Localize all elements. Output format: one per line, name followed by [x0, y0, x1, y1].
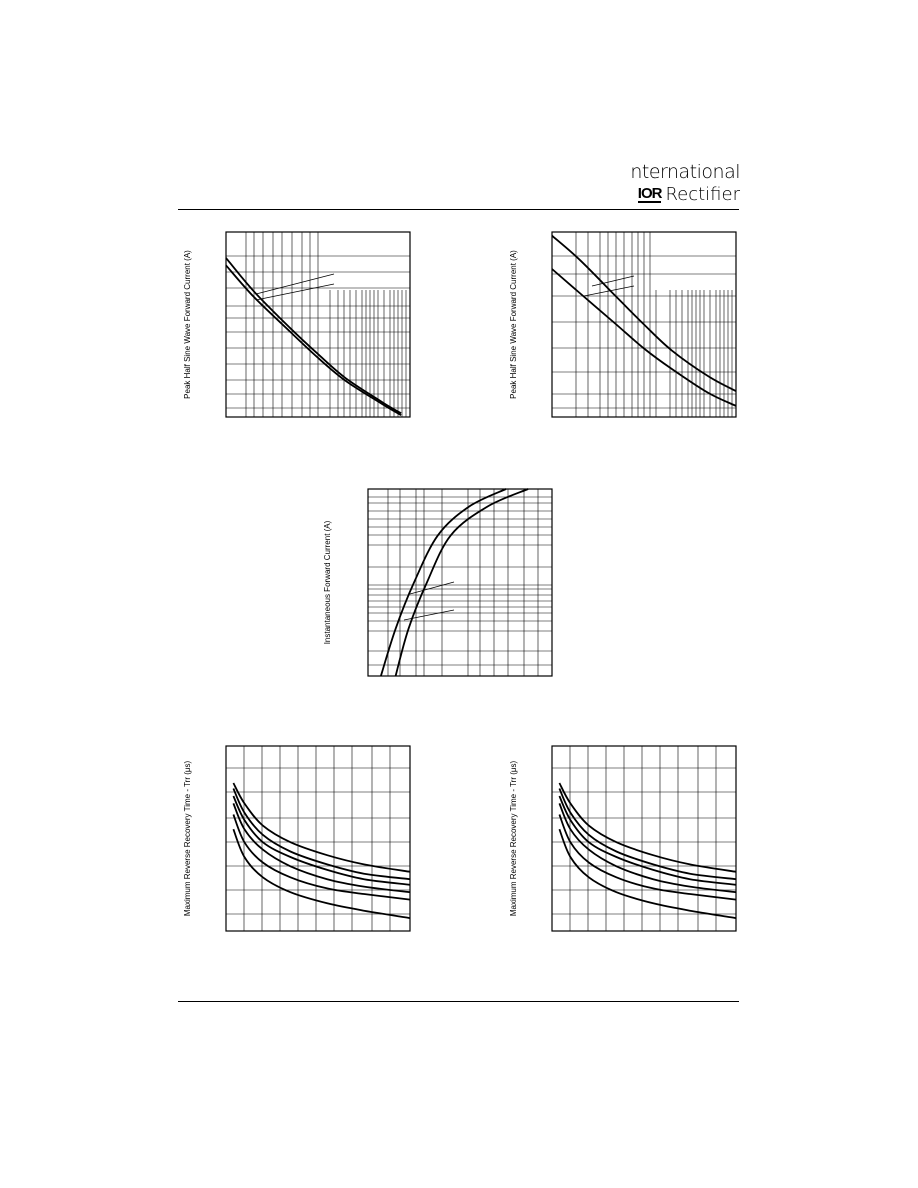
- annotation-leader: [409, 581, 455, 595]
- annotation-leader: [403, 609, 455, 621]
- series-line-1: [225, 257, 402, 415]
- plot-frame: [367, 488, 553, 677]
- series-line-3: [558, 795, 737, 886]
- annotation-leader: [255, 273, 335, 295]
- plot-frame: [225, 745, 411, 932]
- y-axis-label: Peak Half Sine Wave Forward Current (A): [509, 250, 518, 399]
- annotation-leader: [591, 275, 635, 287]
- footer-rule: [178, 1001, 739, 1002]
- chart-1: Peak Half Sine Wave Forward Current (A): [183, 231, 411, 418]
- series-line-1: [558, 782, 737, 873]
- brand-name-line2: Rectifier: [665, 184, 740, 205]
- series-line-2: [394, 488, 529, 677]
- series-line-1: [551, 235, 737, 392]
- annotation-leader: [255, 283, 335, 301]
- series-line-4: [558, 803, 737, 894]
- series-line-5: [558, 814, 737, 901]
- brand-logo: nternational IOR Rectifier: [630, 160, 740, 206]
- series-line-2: [551, 268, 737, 407]
- chart-5: Maximum Reverse Recovery Time - Trr (μs): [509, 745, 737, 932]
- ior-logo-mark: IOR: [637, 185, 662, 203]
- series-line-1: [380, 488, 507, 677]
- series-line-5: [232, 814, 411, 901]
- series-line-1: [232, 782, 411, 873]
- series-line-2: [225, 264, 402, 416]
- y-axis-label: Instantaneous Forward Current (A): [323, 520, 332, 644]
- series-line-2: [558, 788, 737, 881]
- series-line-4: [232, 803, 411, 894]
- series-line-6: [232, 828, 411, 919]
- y-axis-label: Maximum Reverse Recovery Time - Trr (μs): [183, 761, 192, 917]
- y-axis-label: Maximum Reverse Recovery Time - Trr (μs): [509, 761, 518, 917]
- chart-4: Maximum Reverse Recovery Time - Trr (μs): [183, 745, 411, 932]
- series-line-3: [232, 795, 411, 886]
- y-axis-label: Peak Half Sine Wave Forward Current (A): [183, 250, 192, 399]
- series-line-2: [232, 788, 411, 881]
- header-rule: [178, 209, 739, 210]
- chart-3: Instantaneous Forward Current (A): [323, 488, 553, 677]
- annotation-leader: [583, 285, 635, 297]
- brand-name-line2-row: IOR Rectifier: [630, 184, 740, 206]
- series-line-6: [558, 828, 737, 919]
- plot-frame: [551, 745, 737, 932]
- brand-name-line1: nternational: [630, 161, 740, 183]
- chart-2: Peak Half Sine Wave Forward Current (A): [509, 231, 737, 418]
